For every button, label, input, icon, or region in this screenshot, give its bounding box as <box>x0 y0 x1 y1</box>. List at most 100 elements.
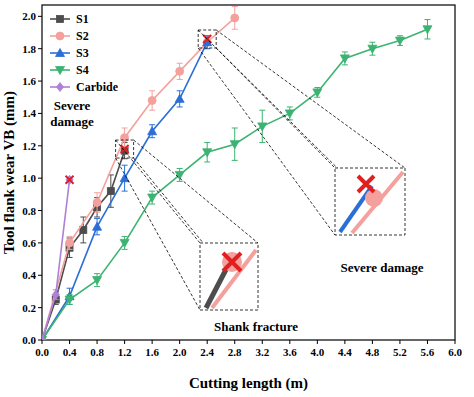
y-tick <box>38 210 42 211</box>
series <box>42 175 73 340</box>
annotation: Shank fracture <box>214 319 298 334</box>
x-tick-label: 0.4 <box>63 346 77 358</box>
x-tick <box>42 340 43 344</box>
data-point <box>42 336 47 341</box>
zoom-connector <box>198 30 335 168</box>
y-tick-label: 1.4 <box>22 107 36 119</box>
zoom-connector <box>134 158 258 310</box>
inset-marker <box>222 252 242 272</box>
error-bar <box>149 91 155 110</box>
x-tick-label: 6.0 <box>448 346 462 358</box>
error-bar <box>232 7 238 30</box>
y-tick-label: 0.0 <box>22 334 36 346</box>
x-tick-label: 4.0 <box>310 346 324 358</box>
data-point <box>175 94 184 102</box>
data-point <box>148 96 156 104</box>
data-point <box>230 141 239 149</box>
x-tick-label: 4.8 <box>366 346 380 358</box>
x-tick-label: 0.8 <box>90 346 104 358</box>
series <box>42 20 432 340</box>
x-tick-label: 2.4 <box>200 346 214 358</box>
y-tick-label: 0.4 <box>22 269 36 281</box>
legend-label: S1 <box>76 12 89 26</box>
data-point <box>148 194 157 202</box>
x-tick-label: 2.0 <box>173 346 187 358</box>
legend-marker <box>57 83 64 92</box>
inset-cross <box>358 176 374 192</box>
zoom-inset <box>198 30 405 235</box>
data-point <box>121 134 129 142</box>
data-area <box>42 7 432 340</box>
x-tick <box>372 340 373 344</box>
y-tick <box>38 113 42 114</box>
legend-marker <box>56 49 65 57</box>
error-bar <box>53 290 59 300</box>
zoom-connector <box>116 158 200 310</box>
x-tick <box>124 340 125 344</box>
y-tick-label: 1.6 <box>22 75 36 87</box>
annotation: Severedamage <box>50 98 94 129</box>
data-point <box>231 14 239 22</box>
data-point <box>93 198 101 206</box>
data-point <box>176 67 184 75</box>
annotation: Severe damage <box>340 260 423 275</box>
y-tick <box>38 48 42 49</box>
error-bar <box>94 193 100 212</box>
x-tick <box>97 340 98 344</box>
legend-marker <box>57 16 64 23</box>
annotation-line: Severe <box>54 98 91 113</box>
legend-label: S2 <box>76 29 89 43</box>
data-point <box>42 337 46 341</box>
error-bar <box>67 236 73 249</box>
plot-frame <box>42 5 455 340</box>
series <box>42 143 128 340</box>
x-tick <box>262 340 263 344</box>
x-tick-label: 3.6 <box>283 346 297 358</box>
data-point <box>42 336 46 341</box>
y-tick <box>38 178 42 179</box>
data-point <box>423 26 432 34</box>
x-tick <box>427 340 428 344</box>
series-line <box>42 42 207 340</box>
x-tick <box>289 340 290 344</box>
series-line <box>42 180 70 340</box>
x-tick <box>179 340 180 344</box>
data-point <box>42 336 46 340</box>
y-tick <box>38 242 42 243</box>
data-point <box>285 110 294 118</box>
y-tick-label: 0.2 <box>22 302 36 314</box>
failure-marker <box>121 145 129 153</box>
data-point <box>107 188 114 195</box>
failure-marker <box>66 176 74 184</box>
legend-label: S4 <box>76 63 89 77</box>
data-point <box>65 296 74 304</box>
data-point <box>93 222 102 230</box>
x-tick <box>399 340 400 344</box>
series-line <box>42 29 427 340</box>
error-bar <box>177 63 183 79</box>
series-line <box>42 151 125 340</box>
zoom-connector <box>134 140 258 243</box>
data-point <box>93 277 102 285</box>
chart: 0.00.40.81.21.62.02.42.83.23.64.04.44.85… <box>0 0 474 397</box>
data-point <box>120 239 129 247</box>
legend-label: S3 <box>76 46 89 60</box>
y-tick-label: 0.6 <box>22 237 36 249</box>
data-point <box>313 89 322 97</box>
data-point <box>258 123 267 131</box>
x-tick <box>317 340 318 344</box>
x-tick-label: 3.2 <box>255 346 269 358</box>
zoom-source <box>116 140 134 158</box>
zoom-box <box>335 168 405 235</box>
y-tick <box>38 307 42 308</box>
y-tick-label: 1.0 <box>22 172 36 184</box>
data-point <box>42 337 47 341</box>
data-point <box>203 149 212 157</box>
data-point <box>66 239 74 247</box>
data-point <box>395 37 404 45</box>
inset-line <box>352 172 403 233</box>
x-tick <box>207 340 208 344</box>
zoom-connector <box>216 30 405 168</box>
x-tick-label: 2.8 <box>228 346 242 358</box>
x-tick <box>152 340 153 344</box>
